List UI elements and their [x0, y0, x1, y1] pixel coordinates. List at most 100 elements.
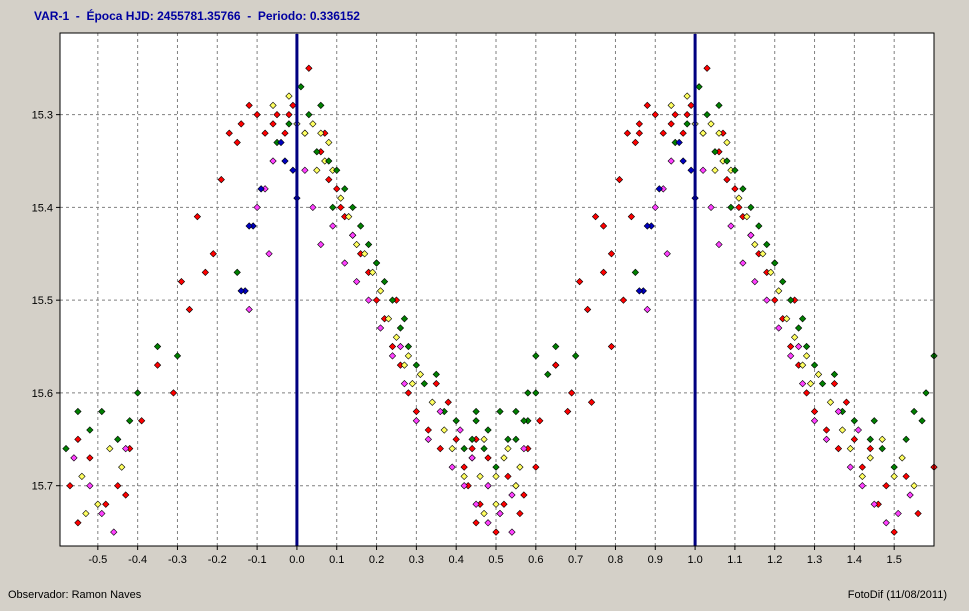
data-point: [388, 296, 397, 304]
data-point: [412, 417, 420, 425]
x-tick-label: 1.2: [767, 554, 782, 566]
data-point: [830, 370, 839, 379]
data-point: [787, 342, 795, 351]
data-point: [779, 277, 787, 286]
data-point: [854, 426, 862, 434]
data-point: [245, 101, 253, 109]
data-point: [337, 203, 345, 212]
data-point: [201, 268, 209, 276]
data-point: [349, 203, 357, 212]
epoch-markers: [295, 34, 697, 546]
data-point: [846, 444, 855, 453]
x-tick-label: 1.0: [687, 554, 702, 566]
data-point: [353, 277, 361, 286]
data-point: [388, 342, 397, 351]
data-point: [798, 315, 807, 323]
data-point: [269, 157, 277, 165]
x-tick-label: 0.4: [449, 554, 464, 566]
data-points: [62, 64, 938, 536]
data-point: [193, 213, 201, 221]
data-point: [500, 500, 508, 508]
x-tick-label: -0.5: [88, 554, 107, 566]
data-point: [504, 472, 512, 481]
data-point: [62, 444, 70, 453]
data-point: [500, 454, 508, 462]
data-point: [452, 417, 460, 425]
data-point: [838, 426, 847, 434]
data-point: [898, 454, 906, 462]
data-point: [66, 482, 74, 490]
data-point: [679, 129, 687, 137]
data-point: [723, 175, 731, 184]
data-point: [317, 101, 325, 109]
data-point: [850, 435, 858, 443]
data-point: [858, 482, 866, 490]
data-point: [118, 463, 126, 471]
data-point: [707, 203, 715, 212]
data-point: [364, 296, 373, 304]
data-point: [794, 342, 803, 351]
data-point: [253, 111, 261, 119]
data-point: [384, 315, 393, 323]
data-point: [532, 389, 540, 397]
data-point: [798, 380, 807, 388]
data-point: [687, 101, 695, 109]
data-point: [810, 407, 819, 416]
data-point: [126, 417, 134, 425]
y-axis-ticks: 15.3 15.4 15.5 15.6 15.7: [32, 110, 60, 493]
data-point: [492, 463, 500, 471]
data-point: [432, 380, 440, 388]
data-point: [552, 342, 560, 351]
plot-area: [59, 32, 935, 547]
data-point: [297, 83, 305, 91]
data-point: [277, 138, 285, 147]
data-point: [396, 324, 405, 332]
data-point: [544, 370, 552, 379]
data-point: [667, 101, 675, 109]
data-point: [870, 417, 878, 425]
data-point: [583, 305, 592, 314]
y-tick-label: 15.7: [32, 481, 53, 493]
data-point: [289, 166, 297, 174]
data-point: [536, 417, 544, 425]
data-point: [472, 519, 480, 527]
data-point: [484, 454, 492, 462]
data-point: [850, 417, 858, 425]
data-point: [360, 250, 369, 258]
data-point: [114, 482, 122, 490]
data-point: [568, 389, 576, 397]
data-point: [476, 472, 484, 481]
data-point: [233, 138, 241, 147]
x-tick-label: -0.1: [248, 554, 267, 566]
data-point: [329, 203, 337, 212]
data-point: [699, 166, 707, 174]
data-point: [512, 435, 520, 443]
data-point: [416, 370, 424, 379]
data-point: [472, 500, 480, 508]
data-point: [882, 482, 890, 490]
data-point: [902, 472, 910, 481]
data-point: [138, 417, 146, 425]
data-point: [552, 361, 560, 369]
data-point: [273, 111, 281, 119]
data-point: [607, 342, 616, 351]
data-point: [651, 203, 659, 212]
data-point: [98, 407, 106, 416]
data-point: [659, 129, 667, 137]
data-point: [492, 500, 500, 508]
x-tick-label: 0.2: [369, 554, 384, 566]
data-point: [906, 491, 914, 499]
data-point: [715, 240, 723, 249]
data-point: [217, 175, 225, 184]
data-point: [82, 509, 90, 518]
data-point: [723, 138, 731, 147]
data-point: [667, 157, 675, 165]
data-point: [341, 259, 349, 267]
data-point: [739, 259, 747, 267]
x-tick-label: 0.1: [329, 554, 344, 566]
x-tick-label: 1.4: [847, 554, 862, 566]
data-point: [364, 240, 373, 249]
data-point: [763, 296, 771, 304]
data-point: [810, 417, 819, 425]
data-point: [858, 463, 866, 471]
